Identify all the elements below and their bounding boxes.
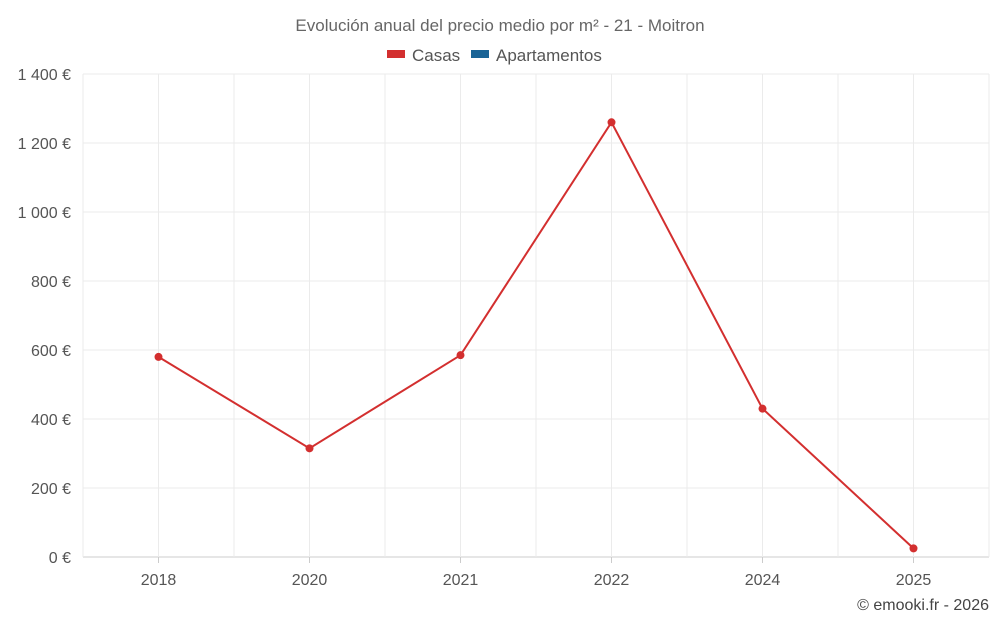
legend-item-casas[interactable]: Casas bbox=[387, 46, 460, 65]
y-tick-label: 1 000 € bbox=[18, 205, 71, 222]
x-tick-label: 2022 bbox=[594, 572, 630, 589]
series-line-casas bbox=[157, 120, 915, 550]
x-axis: 2018 2020 2021 2022 2024 2025 bbox=[141, 557, 932, 589]
series-casas bbox=[154, 118, 918, 553]
chart-title: Evolución anual del precio medio por m² … bbox=[295, 16, 704, 35]
x-tick-label: 2021 bbox=[443, 572, 479, 589]
legend: Casas Apartamentos bbox=[387, 46, 602, 65]
legend-swatch-casas bbox=[387, 50, 405, 58]
y-tick-label: 400 € bbox=[31, 412, 71, 429]
y-tick-label: 800 € bbox=[31, 274, 71, 291]
grid bbox=[82, 73, 990, 558]
data-point-casas[interactable] bbox=[758, 404, 767, 413]
y-tick-label: 1 400 € bbox=[18, 67, 71, 84]
data-point-casas[interactable] bbox=[909, 544, 918, 553]
x-tick-label: 2018 bbox=[141, 572, 177, 589]
legend-label-casas: Casas bbox=[412, 46, 460, 65]
x-tick-label: 2024 bbox=[745, 572, 781, 589]
y-axis: 0 € 200 € 400 € 600 € 800 € 1 000 € 1 200 € 1 4… bbox=[18, 67, 71, 567]
x-tick-label: 2020 bbox=[292, 572, 328, 589]
data-point-casas[interactable] bbox=[154, 352, 163, 361]
y-tick-label: 600 € bbox=[31, 343, 71, 360]
data-point-casas[interactable] bbox=[305, 444, 314, 453]
data-point-casas[interactable] bbox=[607, 118, 616, 127]
legend-label-apartamentos: Apartamentos bbox=[496, 46, 602, 65]
x-tick-label: 2025 bbox=[896, 572, 932, 589]
y-tick-label: 200 € bbox=[31, 481, 71, 498]
legend-swatch-apartamentos bbox=[471, 50, 489, 58]
credit: © emooki.fr - 2026 bbox=[857, 597, 989, 614]
y-tick-label: 0 € bbox=[49, 550, 71, 567]
y-tick-label: 1 200 € bbox=[18, 136, 71, 153]
data-point-casas[interactable] bbox=[456, 351, 465, 360]
legend-item-apartamentos[interactable]: Apartamentos bbox=[471, 46, 602, 65]
